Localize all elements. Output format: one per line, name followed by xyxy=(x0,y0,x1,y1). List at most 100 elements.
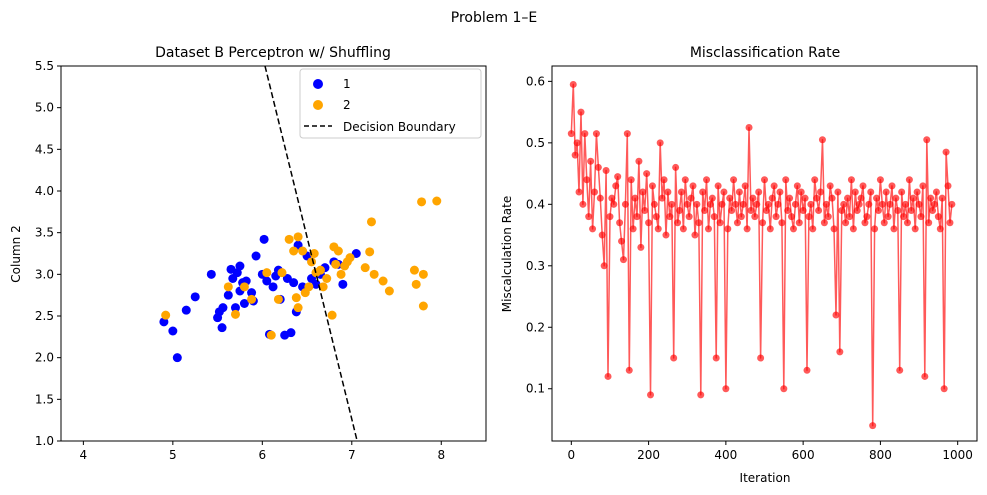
misclassification-point xyxy=(789,225,797,233)
scatter-point-series-2 xyxy=(345,253,355,263)
misclassification-point xyxy=(853,206,861,214)
misclassification-point xyxy=(703,176,711,184)
misclassification-point xyxy=(873,194,881,202)
misclassification-point xyxy=(687,194,695,202)
scatter-point-series-2 xyxy=(304,282,314,292)
misclassification-point xyxy=(623,130,631,138)
scatter-point-series-1 xyxy=(338,279,348,289)
scatter-point-series-2 xyxy=(293,303,303,313)
misclassification-point xyxy=(683,200,691,208)
misclassification-point xyxy=(664,188,672,196)
misclassification-point xyxy=(931,200,938,208)
scatter-point-series-2 xyxy=(262,268,272,278)
misclassification-point xyxy=(654,225,662,233)
line-x-tick-label: 400 xyxy=(714,448,737,462)
misclassification-point xyxy=(778,219,786,227)
misclassification-point xyxy=(911,225,919,233)
misclassification-point xyxy=(753,200,761,208)
misclassification-point xyxy=(610,200,618,208)
misclassification-point xyxy=(592,130,600,138)
scatter-point-series-1 xyxy=(172,353,182,363)
misclassification-point xyxy=(745,123,753,131)
scatter-point-series-2 xyxy=(315,265,325,275)
misclassification-point xyxy=(645,219,653,227)
scatter-point-series-2 xyxy=(378,276,388,286)
scatter-point-series-1 xyxy=(190,292,200,302)
misclassification-point xyxy=(884,213,892,221)
misclassification-point xyxy=(948,200,956,208)
scatter-point-series-1 xyxy=(247,288,257,298)
line-y-tick-label: 0.3 xyxy=(526,259,545,273)
misclassification-point xyxy=(677,188,685,196)
misclassification-point xyxy=(903,219,911,227)
scatter-point-series-2 xyxy=(277,268,287,278)
misclassification-point xyxy=(820,219,828,227)
legend-marker-series-1 xyxy=(313,79,323,89)
misclassification-point xyxy=(629,225,637,233)
line-panel: Misclassification Rate Miscalculation Ra… xyxy=(500,45,978,485)
misclassification-point xyxy=(832,311,840,319)
misclassification-point xyxy=(676,206,683,214)
misclassification-point xyxy=(797,188,805,196)
misclassification-point xyxy=(741,182,749,190)
scatter-point-series-2 xyxy=(289,246,299,256)
line-x-tick-label: 800 xyxy=(869,448,892,462)
scatter-point-series-2 xyxy=(309,249,319,258)
misclassification-point xyxy=(662,231,670,239)
misclassification-point xyxy=(917,213,925,221)
misclassification-point xyxy=(940,385,948,393)
misclassification-point xyxy=(894,206,902,214)
misclassification-point xyxy=(846,213,853,221)
misclassification-point xyxy=(896,366,904,374)
scatter-ylabel: Column 2 xyxy=(9,225,23,282)
misclassification-point xyxy=(938,194,946,202)
misclassification-point xyxy=(817,188,825,196)
misclassification-point xyxy=(876,176,884,184)
scatter-point-series-2 xyxy=(318,282,328,292)
scatter-point-series-2 xyxy=(284,234,294,244)
misclassification-point xyxy=(618,237,626,245)
scatter-point-series-1 xyxy=(286,328,296,338)
scatter-point-series-1 xyxy=(217,323,227,333)
line-y-tick-label: 0.1 xyxy=(526,382,545,396)
misclassification-point xyxy=(569,80,577,88)
scatter-point-series-2 xyxy=(365,247,375,257)
misclassification-point xyxy=(921,372,929,380)
misclassification-point xyxy=(824,213,832,221)
scatter-point-series-2 xyxy=(239,282,249,292)
scatter-point-series-1 xyxy=(289,278,299,288)
misclassification-point xyxy=(571,151,579,159)
misclassification-point xyxy=(743,225,751,233)
misclassification-point xyxy=(594,163,602,171)
scatter-point-series-1 xyxy=(259,234,269,244)
misclassification-point xyxy=(890,225,898,233)
line-xlabel: Iteration xyxy=(740,471,791,485)
misclassification-point xyxy=(735,188,743,196)
misclassification-point xyxy=(587,157,595,165)
misclassification-point xyxy=(909,194,917,202)
misclassification-point xyxy=(905,176,913,184)
misclassification-point xyxy=(679,225,687,233)
scatter-y-tick-label: 3.0 xyxy=(35,267,54,281)
scatter-y-tick-label: 3.5 xyxy=(35,226,54,240)
scatter-point-series-1 xyxy=(239,299,249,308)
legend-label-decision-boundary: Decision Boundary xyxy=(343,120,456,134)
misclassification-point xyxy=(813,194,821,202)
misclassification-point xyxy=(788,213,796,221)
misclassification-point xyxy=(720,188,728,196)
misclassification-point xyxy=(674,219,682,227)
misclassification-point xyxy=(842,219,850,227)
misclassification-point xyxy=(936,225,944,233)
misclassification-point xyxy=(710,213,718,221)
scatter-y-tick-label: 2.5 xyxy=(35,309,54,323)
misclassification-point xyxy=(770,182,778,190)
misclassification-point xyxy=(791,200,799,208)
scatter-point-series-2 xyxy=(417,197,427,207)
misclassification-point xyxy=(919,182,927,190)
misclassification-point xyxy=(782,176,790,184)
misclassification-point xyxy=(579,200,587,208)
scatter-point-series-1 xyxy=(262,276,272,286)
misclassification-point xyxy=(706,200,714,208)
misclassification-point xyxy=(772,213,780,221)
misclassification-point xyxy=(907,206,915,214)
